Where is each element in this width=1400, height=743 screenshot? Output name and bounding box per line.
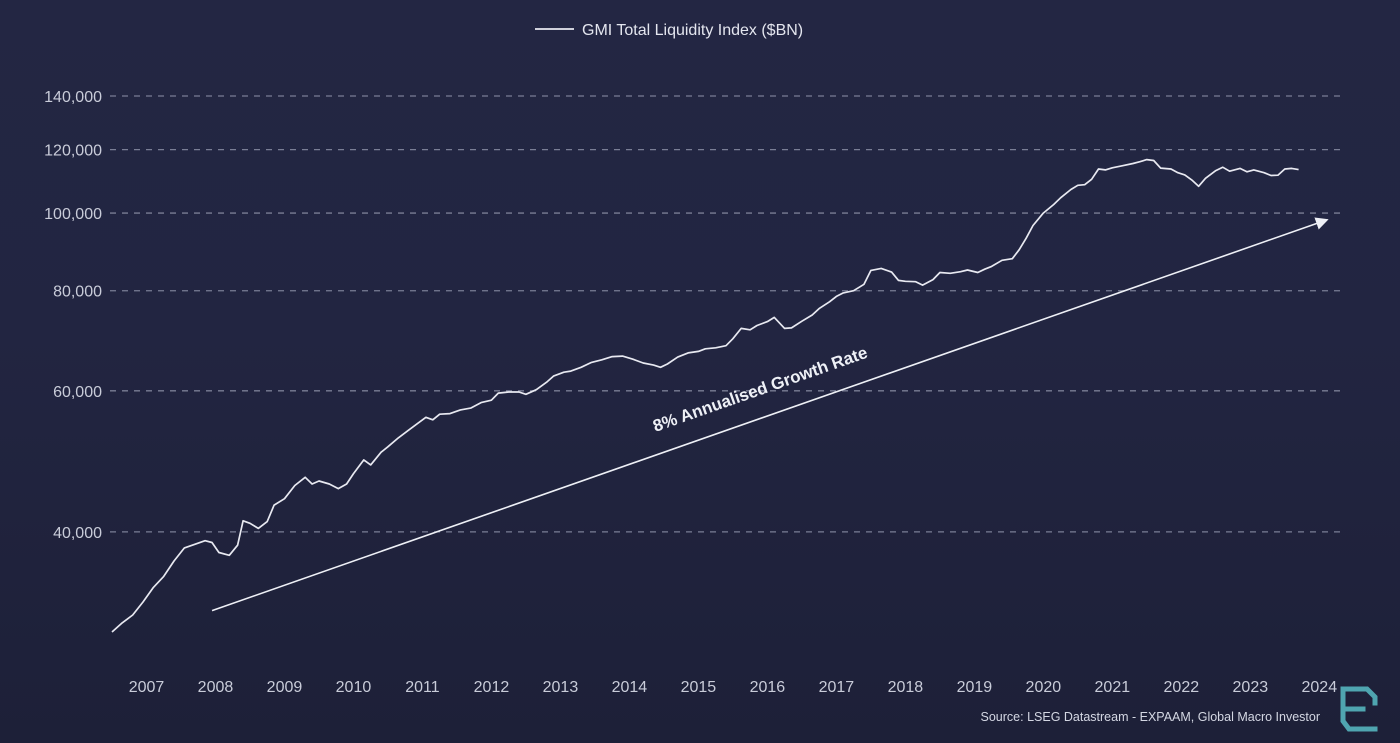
x-tick-label: 2008 — [198, 679, 234, 696]
trendline-label: 8% Annualised Growth Rate — [650, 343, 870, 436]
x-tick-label: 2007 — [129, 679, 165, 696]
y-axis-tick-labels: 40,000 60,000 80,000 100,000 120,000 140,000 — [44, 89, 102, 542]
x-tick-label: 2016 — [750, 679, 786, 696]
source-note: Source: LSEG Datastream - EXPAAM, Global… — [981, 710, 1320, 724]
gridlines — [110, 95, 1342, 533]
x-tick-label: 2012 — [474, 679, 510, 696]
x-tick-label: 2017 — [819, 679, 855, 696]
y-tick-label: 100,000 — [44, 206, 102, 223]
y-tick-label: 40,000 — [53, 525, 102, 542]
x-tick-label: 2022 — [1164, 679, 1200, 696]
global-macro-investor-logo-icon — [1340, 686, 1378, 732]
y-tick-label: 60,000 — [53, 384, 102, 401]
series-lines — [111, 158, 1299, 633]
x-tick-label: 2010 — [336, 679, 372, 696]
x-tick-label: 2023 — [1233, 679, 1269, 696]
x-tick-label: 2009 — [267, 679, 303, 696]
x-tick-label: 2011 — [405, 679, 440, 696]
x-tick-label: 2020 — [1026, 679, 1062, 696]
x-tick-label: 2015 — [681, 679, 717, 696]
y-tick-label: 120,000 — [44, 143, 102, 160]
x-tick-label: 2019 — [957, 679, 993, 696]
legend-label: GMI Total Liquidity Index ($BN) — [582, 22, 803, 39]
chart-legend: GMI Total Liquidity Index ($BN) — [535, 22, 803, 39]
x-tick-label: 2018 — [888, 679, 924, 696]
x-tick-label: 2024 — [1302, 679, 1338, 696]
y-tick-label: 80,000 — [53, 284, 102, 301]
y-tick-label: 140,000 — [44, 89, 102, 106]
trendline-annotation: 8% Annualised Growth Rate — [211, 217, 1329, 612]
x-tick-label: 2013 — [543, 679, 579, 696]
trendline-arrow — [211, 217, 1329, 612]
x-axis-tick-labels: 2007 2008 2009 2010 2011 2012 2013 2014 2015 2016… — [129, 679, 1338, 696]
x-tick-label: 2014 — [612, 679, 648, 696]
series-line — [111, 158, 1299, 633]
x-tick-label: 2021 — [1095, 679, 1131, 696]
